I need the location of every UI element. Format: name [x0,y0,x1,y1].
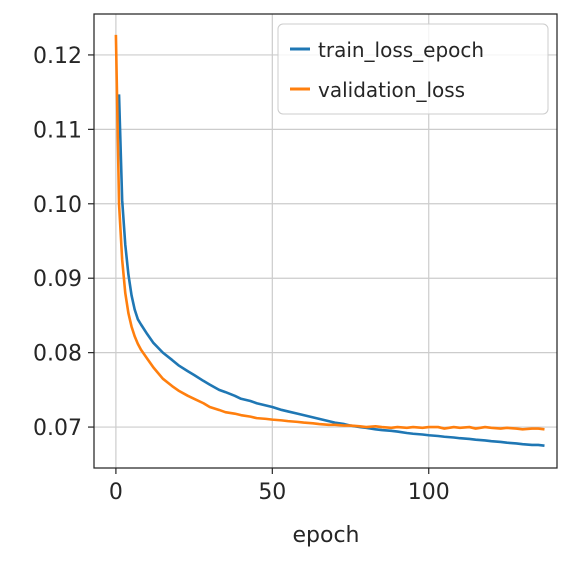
y-tick-label: 0.11 [33,118,82,143]
y-tick-label: 0.09 [33,267,82,292]
x-tick-label: 100 [408,480,450,505]
legend: train_loss_epoch validation_loss [277,23,549,115]
legend-label-validation-loss: validation_loss [318,78,465,102]
plot-frame [93,13,558,469]
series-lines [114,34,545,447]
y-tick-label: 0.08 [33,342,82,367]
series-line-validation-loss [114,34,545,431]
x-tick-label: 50 [258,480,286,505]
x-tick-label: 0 [109,480,123,505]
y-tick-label: 0.07 [33,416,82,441]
x-axis-ticks: 0 50 100 [109,468,450,505]
series-line-train-loss-epoch [117,94,545,447]
legend-label-train-loss-epoch: train_loss_epoch [318,38,484,62]
y-tick-label: 0.12 [33,44,82,69]
y-axis-ticks: 0.07 0.08 0.09 0.10 0.11 0.12 [33,44,94,441]
x-axis-title: epoch [293,523,360,548]
legend-box [277,23,549,115]
y-tick-label: 0.10 [33,193,82,218]
